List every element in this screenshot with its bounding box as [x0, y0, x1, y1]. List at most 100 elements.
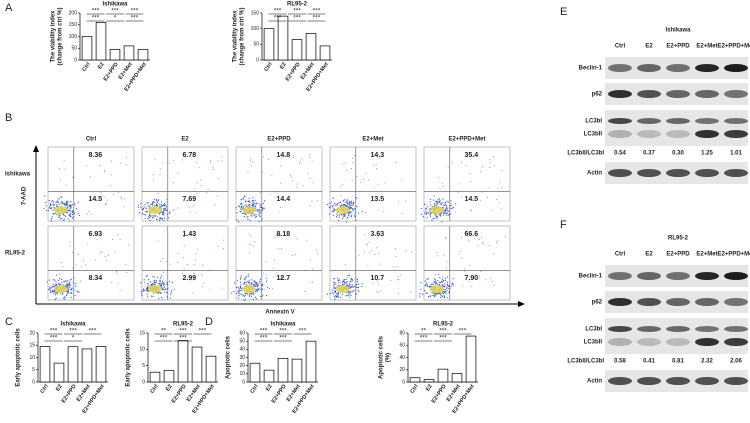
event-dot: [349, 292, 351, 294]
event-dot: [487, 196, 489, 198]
event-dot: [346, 204, 348, 207]
event-dot: [352, 162, 354, 164]
event-dot: [452, 207, 455, 209]
event-dot: [137, 206, 140, 208]
event-dot: [166, 201, 168, 203]
event-dot: [444, 289, 446, 291]
event-dot: [141, 208, 143, 211]
event-dot: [62, 266, 64, 268]
event-dot: [434, 296, 436, 298]
event-dot: [260, 295, 262, 298]
event-dot: [357, 212, 360, 214]
event-dot: [67, 200, 69, 202]
event-dot: [265, 260, 267, 262]
event-dot: [142, 288, 145, 290]
event-dot: [352, 285, 354, 287]
event-dot: [374, 253, 376, 255]
event-dot: [163, 203, 165, 205]
event-dot: [171, 289, 173, 292]
event-dot: [240, 277, 242, 279]
event-dot: [428, 295, 430, 298]
significance-label: ***: [199, 328, 207, 335]
event-dot: [461, 161, 463, 163]
event-dot: [447, 276, 449, 278]
event-dot: [357, 286, 360, 289]
significance-label: ***: [131, 8, 139, 15]
event-dot: [140, 203, 142, 205]
lane-label: E2: [645, 44, 653, 50]
event-dot: [266, 286, 268, 288]
event-dot: [214, 203, 216, 205]
event-dot: [191, 206, 193, 208]
event-dot: [336, 203, 338, 206]
event-dot: [445, 292, 447, 294]
event-dot: [304, 290, 306, 292]
bar: [291, 358, 303, 383]
quadrant-value: 13.5: [370, 196, 384, 203]
event-dot: [155, 198, 158, 201]
event-dot: [468, 240, 470, 242]
event-dot: [68, 210, 71, 212]
event-dot: [276, 272, 278, 274]
event-dot: [426, 212, 428, 215]
event-dot: [252, 202, 254, 204]
event-dot: [120, 162, 122, 164]
event-dot: [446, 296, 448, 299]
event-dot: [187, 264, 189, 266]
event-dot: [252, 203, 254, 206]
event-dot: [334, 291, 337, 293]
event-dot: [445, 207, 448, 210]
event-dot: [350, 207, 352, 209]
event-dot: [59, 218, 62, 220]
event-dot: [317, 199, 319, 201]
event-dot: [275, 197, 277, 199]
event-dot: [254, 206, 256, 208]
event-dot: [157, 292, 159, 294]
event-dot: [146, 293, 149, 295]
event-dot: [138, 212, 141, 214]
event-dot: [74, 204, 76, 206]
event-dot: [482, 242, 484, 244]
event-dot: [72, 176, 74, 178]
event-dot: [149, 213, 151, 215]
event-dot: [161, 218, 163, 220]
event-dot: [87, 213, 89, 215]
event-dot: [259, 280, 261, 282]
event-dot: [58, 168, 60, 170]
event-dot: [488, 167, 490, 169]
event-dot: [343, 283, 345, 286]
event-dot: [250, 295, 253, 297]
bar: [319, 45, 331, 61]
protein-label: Beclin-1: [579, 274, 603, 280]
significance-label: ***: [89, 328, 97, 335]
event-dot: [238, 295, 240, 297]
event-dot: [162, 287, 164, 289]
event-dot: [377, 209, 379, 211]
event-dot: [50, 287, 52, 289]
event-dot: [438, 213, 440, 215]
event-dot: [258, 208, 260, 210]
event-dot: [159, 282, 161, 284]
event-dot: [347, 216, 349, 219]
event-dot: [479, 277, 481, 279]
event-dot: [245, 204, 248, 206]
blot-band: [724, 298, 748, 306]
ratio-value: 0.81: [672, 359, 684, 365]
y-tick-label: 0: [242, 379, 245, 385]
event-dot: [67, 292, 69, 295]
event-dot: [155, 279, 157, 281]
event-dot: [271, 175, 273, 177]
event-dot: [427, 286, 429, 288]
bar: [137, 49, 149, 61]
event-dot: [149, 216, 151, 219]
flow-row-label: Ishikawa: [5, 172, 31, 178]
y-tick-label: 0: [256, 57, 259, 63]
event-dot: [238, 297, 240, 299]
event-dot: [86, 243, 88, 245]
event-dot: [299, 160, 301, 162]
event-dot: [70, 284, 72, 286]
event-dot: [260, 212, 262, 214]
event-dot: [337, 219, 340, 222]
event-dot: [346, 284, 348, 286]
event-dot: [241, 198, 243, 201]
